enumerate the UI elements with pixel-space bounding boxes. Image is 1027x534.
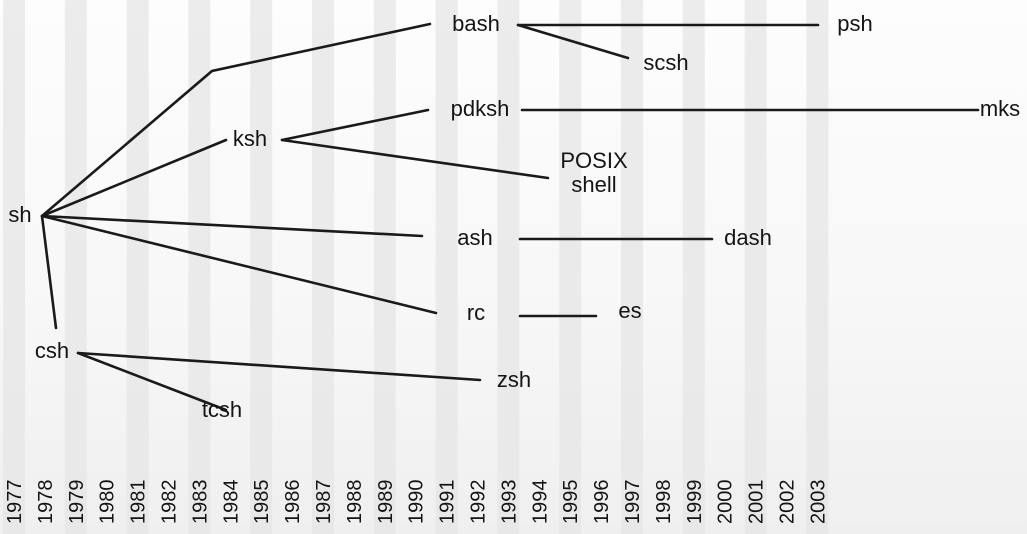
year-stripe bbox=[806, 0, 829, 534]
year-label: 1979 bbox=[66, 480, 88, 525]
year-stripe bbox=[373, 0, 396, 534]
node-bash: bash bbox=[452, 11, 500, 36]
year-stripe bbox=[682, 0, 705, 534]
year-label: 2001 bbox=[746, 480, 768, 525]
year-stripe bbox=[621, 0, 643, 534]
year-stripe bbox=[3, 0, 25, 534]
edge-ksh-posix bbox=[280, 138, 550, 180]
edge-sh-rc bbox=[40, 214, 438, 315]
year-label: 1989 bbox=[375, 480, 397, 525]
year-label: 2002 bbox=[777, 480, 799, 525]
node-ksh: ksh bbox=[233, 126, 267, 151]
year-label: 1996 bbox=[591, 480, 613, 525]
node-es: es bbox=[618, 298, 641, 323]
node-psh: psh bbox=[837, 11, 872, 36]
edge-sh-ash bbox=[40, 214, 424, 238]
edge-csh-tcsh bbox=[76, 351, 228, 412]
year-label: 2003 bbox=[807, 480, 829, 525]
edge-bash-scsh bbox=[516, 23, 630, 60]
year-label: 1993 bbox=[498, 480, 520, 525]
year-label: 1990 bbox=[406, 480, 428, 525]
year-label: 1981 bbox=[128, 480, 150, 525]
edge-sh-csh bbox=[40, 214, 58, 330]
year-label: 1985 bbox=[251, 480, 273, 525]
year-stripe bbox=[312, 0, 334, 534]
year-label: 1988 bbox=[344, 480, 366, 525]
year-stripe bbox=[497, 0, 520, 534]
node-sh: sh bbox=[8, 202, 31, 227]
year-stripe bbox=[744, 0, 767, 534]
year-label: 1995 bbox=[560, 480, 582, 525]
node-zsh: zsh bbox=[497, 367, 531, 392]
node-posix: POSIX shell bbox=[560, 148, 628, 197]
year-label: 1983 bbox=[189, 480, 211, 525]
year-label: 1997 bbox=[622, 480, 644, 525]
year-stripe bbox=[64, 0, 87, 534]
year-label: 2000 bbox=[715, 480, 737, 525]
year-label: 1984 bbox=[220, 480, 242, 525]
edge-csh-zsh bbox=[76, 351, 482, 382]
year-label: 1999 bbox=[684, 480, 706, 525]
node-csh: csh bbox=[35, 338, 69, 363]
year-stripe bbox=[559, 0, 582, 534]
year-label: 1998 bbox=[653, 480, 675, 525]
node-rc: rc bbox=[467, 300, 485, 325]
node-scsh: scsh bbox=[643, 50, 688, 75]
edge-ksh-pdksh bbox=[280, 108, 430, 142]
year-label: 1994 bbox=[529, 480, 551, 525]
year-label: 1977 bbox=[4, 480, 26, 525]
year-label: 1992 bbox=[468, 480, 490, 525]
year-label: 1978 bbox=[35, 480, 57, 525]
node-tcsh: tcsh bbox=[202, 397, 242, 422]
edge-sh-bash bbox=[40, 22, 432, 218]
node-pdksh: pdksh bbox=[451, 96, 510, 121]
year-stripe bbox=[126, 0, 149, 534]
year-stripe bbox=[435, 0, 458, 534]
node-mksh: mks bbox=[980, 96, 1020, 121]
edge-sh-ksh bbox=[40, 138, 228, 218]
year-label: 1986 bbox=[282, 480, 304, 525]
year-label: 1980 bbox=[97, 480, 119, 525]
node-dash: dash bbox=[724, 225, 772, 250]
year-stripe bbox=[250, 0, 273, 534]
year-label: 1987 bbox=[313, 480, 335, 525]
year-label: 1982 bbox=[159, 480, 181, 525]
year-label: 1991 bbox=[437, 480, 459, 525]
node-ash: ash bbox=[457, 225, 492, 250]
